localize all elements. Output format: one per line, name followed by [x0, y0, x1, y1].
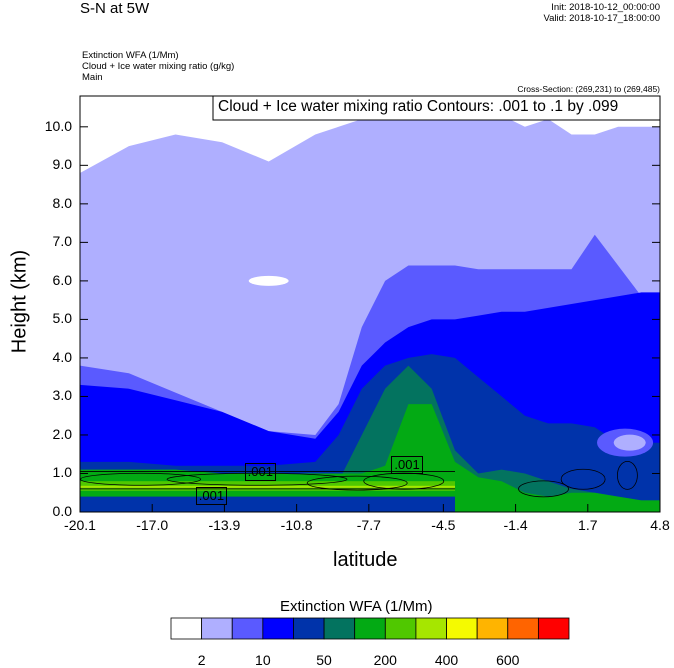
field-layer-4 [80, 365, 660, 512]
contour-info-text: Cloud + Ice water mixing ratio Contours:… [218, 98, 619, 115]
y-tick-label: 9.0 [52, 156, 72, 173]
colorbar-box-5 [323, 617, 356, 640]
field-label-main: Main [82, 72, 103, 83]
colorbar-title: Extinction WFA (1/Mm) [280, 598, 433, 615]
colorbar-box-10 [476, 617, 509, 640]
colorbar-box-6 [354, 617, 386, 640]
colorbar-label: 50 [316, 652, 332, 668]
colorbar-box-8 [415, 617, 447, 640]
figure-title: S-N at 5W [80, 0, 150, 17]
colorbar-box-0 [170, 617, 203, 640]
contour-line-band [80, 471, 456, 490]
contour-label: .001 [244, 463, 276, 482]
x-tick-label: -1.4 [503, 517, 528, 533]
y-tick-label: 7.0 [52, 233, 72, 250]
y-tick-label: 6.0 [52, 271, 72, 288]
x-tick-label: -4.5 [431, 517, 456, 533]
contour-line-4 [518, 480, 569, 498]
colorbar-box-12 [537, 617, 570, 640]
colorbar-label: 400 [434, 652, 459, 668]
contour-label: .001 [391, 455, 423, 474]
x-tick-label: 4.8 [650, 517, 670, 533]
colorbar-box-7 [384, 617, 417, 640]
colorbar-label: 200 [373, 652, 397, 668]
colorbar-box-11 [507, 617, 539, 640]
colorbar-box-9 [446, 617, 478, 640]
x-axis-label: latitude [333, 549, 398, 571]
y-tick-label: 4.0 [52, 348, 72, 365]
contour-line-1 [166, 472, 348, 486]
x-tick-label: -13.9 [208, 517, 241, 533]
contour-info-box [212, 95, 661, 121]
colorbar-box-3 [262, 617, 294, 640]
x-tick-label: 1.7 [578, 517, 598, 533]
cross-section-label: Cross-Section: (269,231) to (269,485) [517, 84, 660, 94]
field-patch-light [613, 434, 646, 451]
colorbar-label: 600 [496, 652, 520, 668]
colorbar-box-2 [231, 617, 264, 640]
field-band-base [80, 496, 456, 512]
y-axis-label: Height (km) [8, 249, 31, 354]
contour-line-0 [80, 472, 201, 486]
y-tick-label: 0.0 [52, 503, 72, 519]
x-tick-label: -20.1 [64, 517, 96, 533]
contour-label: .001 [195, 486, 228, 505]
valid-time: Valid: 2018-10-17_18:00:00 [543, 13, 660, 24]
y-tick-label: 10.0 [44, 117, 72, 134]
field-patch-clear [248, 275, 289, 286]
y-tick-label: 1.0 [52, 464, 72, 481]
field-label-cloud-ice: Cloud + Ice water mixing ratio (g/kg) [82, 61, 235, 72]
colorbar-box-4 [293, 617, 325, 640]
colorbar-label: 10 [255, 652, 271, 668]
init-time: Init: 2018-10-12_00:00:00 [551, 2, 660, 13]
colorbar-label: 2 [197, 652, 206, 668]
colorbar-box-1 [201, 617, 233, 640]
contour-line-2 [306, 475, 408, 491]
y-tick-label: 5.0 [52, 310, 72, 327]
y-tick-label: 8.0 [52, 194, 72, 211]
x-tick-label: -7.7 [356, 517, 381, 533]
x-tick-label: -17.0 [136, 517, 169, 533]
x-tick-label: -10.8 [280, 517, 313, 533]
y-tick-label: 2.0 [52, 425, 72, 442]
y-tick-label: 3.0 [52, 387, 72, 404]
contour-line-5 [560, 468, 606, 490]
contour-line-6 [616, 461, 638, 490]
field-band-yellow-green [80, 485, 456, 488]
field-label-extinction: Extinction WFA (1/Mm) [82, 50, 179, 61]
